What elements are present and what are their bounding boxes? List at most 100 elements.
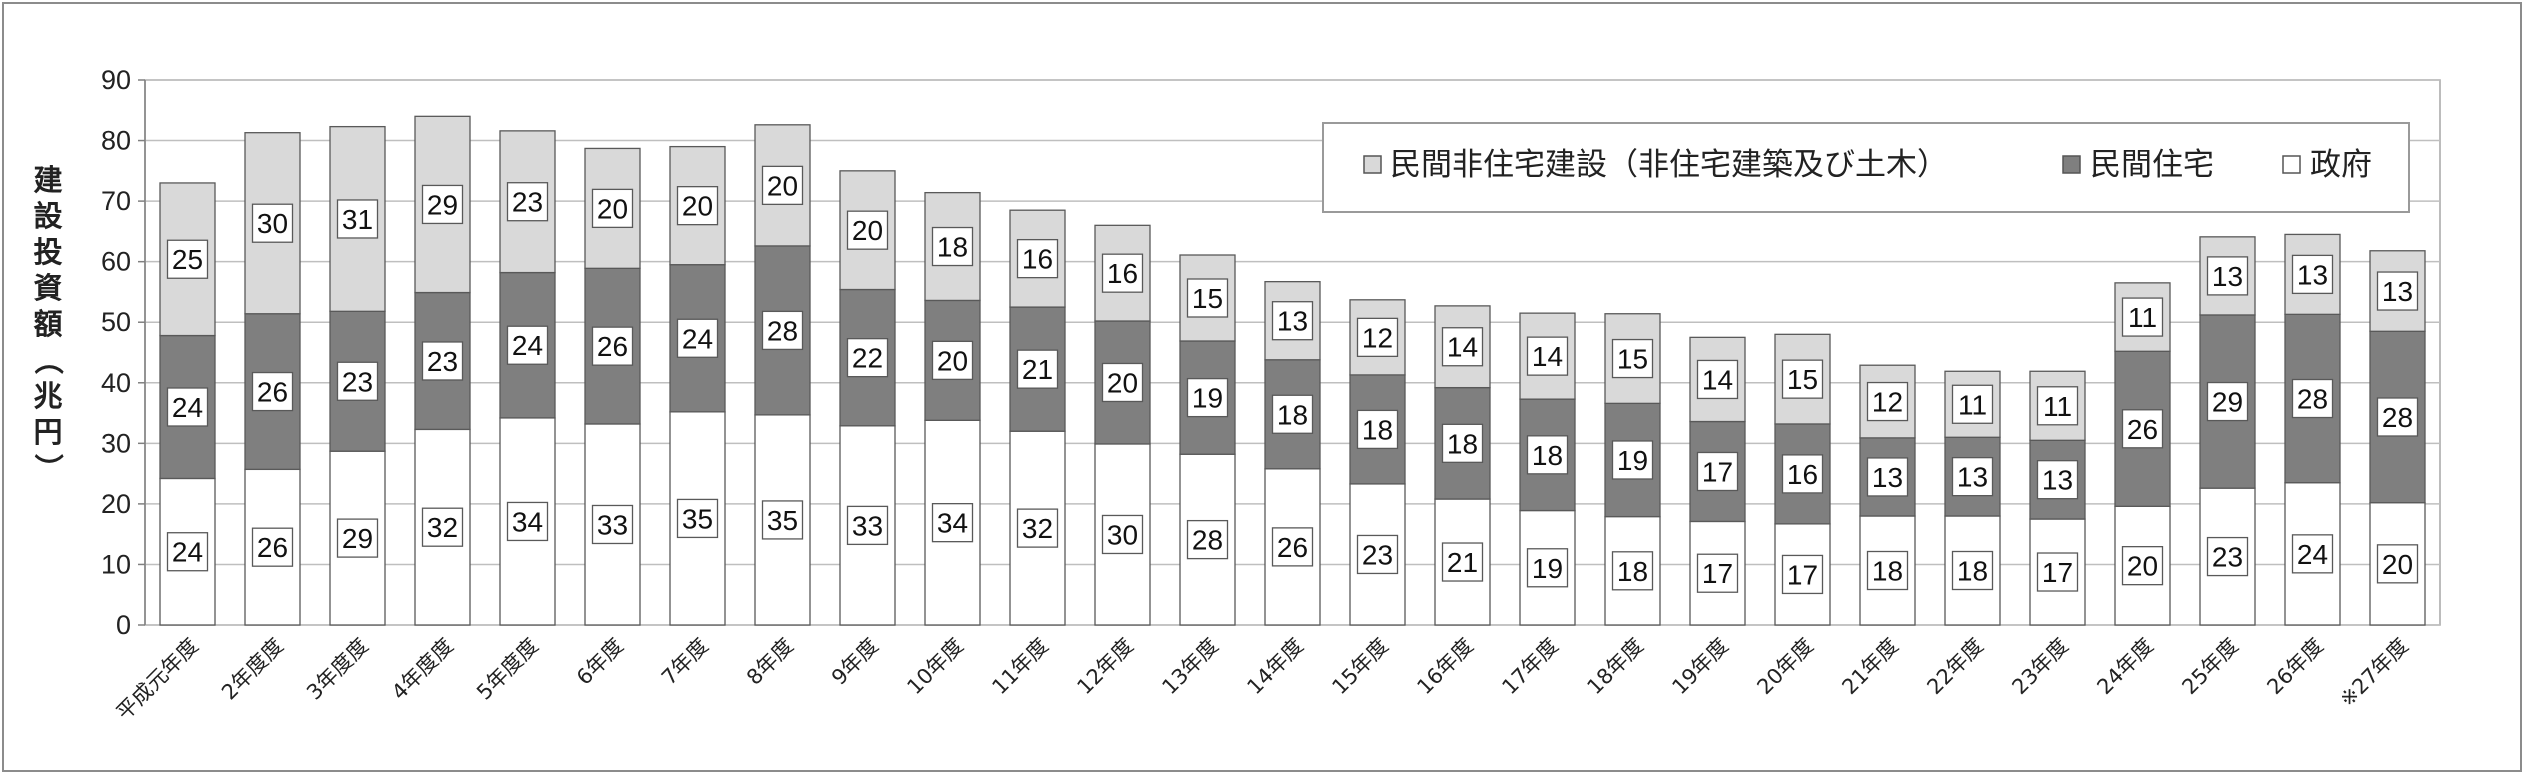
x-category-label: 19年度 [1667, 634, 1733, 700]
data-label-nonresidential: 13 [2297, 259, 2328, 290]
data-label-nonresidential: 23 [512, 187, 543, 218]
data-label-box [1356, 317, 1399, 358]
data-label-box [251, 527, 294, 567]
legend: 民間非住宅建設（非住宅建築及び土木） 民間住宅 政府 [1322, 122, 2410, 213]
data-label-government: 35 [767, 505, 798, 536]
x-category-label: 4年度度 [387, 634, 458, 705]
data-label-residential: 26 [257, 377, 288, 408]
data-label-nonresidential: 20 [597, 193, 628, 224]
data-label-box [2036, 386, 2079, 426]
data-label-residential: 13 [1872, 462, 1903, 493]
data-label-government: 21 [1447, 547, 1478, 578]
data-label-box [421, 341, 464, 381]
data-label-box [2291, 534, 2334, 574]
y-axis-title-char: 額 [33, 307, 62, 341]
data-label-box [166, 239, 209, 279]
data-label-nonresidential: 15 [1192, 283, 1223, 314]
data-label-box [1356, 409, 1399, 450]
x-category-label: 12年度 [1072, 634, 1138, 700]
data-label-box [1696, 553, 1739, 593]
data-label-box [1866, 550, 1909, 591]
y-axis: 0 10 20 30 40 50 60 70 80 90 [101, 65, 146, 640]
data-label-box [1696, 359, 1739, 400]
data-label-box [2121, 297, 2164, 337]
legend-label-residential: 民間住宅 [2090, 147, 2214, 183]
data-label-box [931, 226, 974, 267]
data-label-government: 26 [1277, 532, 1308, 563]
data-label-box [166, 532, 209, 572]
data-label-box [421, 507, 464, 547]
data-label-government: 26 [257, 532, 288, 563]
x-category-label: 21年度 [1837, 634, 1903, 700]
data-label-residential: 18 [1277, 399, 1308, 430]
legend-box [1322, 122, 2410, 213]
data-label-residential: 23 [427, 346, 458, 377]
data-label-residential: 28 [767, 315, 798, 346]
data-label-box [1526, 548, 1569, 588]
data-label-government: 17 [1787, 559, 1818, 590]
data-label-nonresidential: 20 [682, 191, 713, 222]
legend-label-nonresidential: 民間非住宅建設（非住宅建築及び土木） [1390, 147, 1948, 183]
data-label-government: 20 [2127, 551, 2158, 582]
x-category-label: 23年度 [2007, 634, 2073, 700]
data-label-box [506, 325, 549, 365]
x-category-label: 26年度 [2262, 634, 2328, 700]
y-tick-label: 30 [101, 428, 131, 458]
data-label-residential: 24 [172, 392, 203, 423]
data-label-box [2376, 397, 2419, 437]
data-label-nonresidential: 31 [342, 204, 373, 235]
legend-swatch-government [2282, 155, 2301, 174]
data-label-box [1781, 359, 1824, 399]
y-tick-label: 20 [101, 489, 131, 519]
data-label-nonresidential: 14 [1532, 341, 1563, 372]
x-axis-labels: 平成元年度 2年度度 3年度度 4年度度 5年度度 6年度 7年度 8年度 9年度 10年度 11年… [112, 634, 2413, 725]
data-label-box [591, 188, 634, 229]
data-label-nonresidential: 20 [852, 215, 883, 246]
x-category-label: 15年度 [1327, 634, 1393, 700]
data-label-nonresidential: 11 [2128, 302, 2157, 333]
x-category-label: 8年度 [742, 634, 798, 690]
data-label-box [931, 503, 974, 543]
data-label-box [1186, 377, 1229, 418]
data-label-nonresidential: 14 [1447, 332, 1478, 363]
x-category-label: ※27年度 [2335, 634, 2413, 712]
data-label-residential: 18 [1362, 414, 1393, 445]
y-tick-label: 40 [101, 368, 131, 398]
data-label-residential: 17 [1702, 456, 1733, 487]
y-axis-title-char: 円 [33, 415, 62, 449]
data-label-box [761, 310, 804, 351]
y-tick-label: 90 [101, 65, 131, 95]
legend-swatch-nonresidential [1363, 155, 1382, 174]
data-label-box [1016, 508, 1059, 548]
x-category-label: 17年度 [1497, 634, 1563, 700]
data-label-box [676, 318, 719, 358]
data-label-nonresidential: 13 [2382, 276, 2413, 307]
x-category-label: 5年度度 [472, 634, 543, 705]
data-label-box [1441, 423, 1484, 463]
data-label-box [1271, 394, 1314, 434]
y-axis-title-char: 設 [33, 199, 63, 233]
data-label-nonresidential: 12 [1362, 322, 1393, 353]
data-label-box [1526, 435, 1569, 475]
data-label-nonresidential: 18 [937, 232, 968, 263]
data-label-government: 18 [1617, 556, 1648, 587]
data-label-box [591, 504, 634, 545]
data-label-residential: 18 [1447, 428, 1478, 459]
y-tick-label: 60 [101, 247, 131, 277]
data-label-box [846, 505, 889, 546]
y-axis-title-char: （ [31, 345, 65, 374]
data-label-box [1441, 542, 1484, 582]
x-category-label: 7年度 [657, 634, 713, 690]
x-category-label: 14年度 [1242, 634, 1308, 700]
legend-swatch-residential [2062, 155, 2081, 174]
data-label-government: 33 [597, 509, 628, 540]
x-category-label: 24年度 [2092, 634, 2158, 700]
legend-label-government: 政府 [2310, 147, 2372, 183]
x-category-label: 13年度 [1157, 634, 1223, 700]
y-axis-title-char: 建 [33, 163, 62, 197]
data-label-residential: 21 [1022, 354, 1053, 385]
data-label-nonresidential: 16 [1022, 244, 1053, 275]
data-label-residential: 18 [1532, 440, 1563, 471]
x-category-label: 11年度 [987, 634, 1053, 700]
